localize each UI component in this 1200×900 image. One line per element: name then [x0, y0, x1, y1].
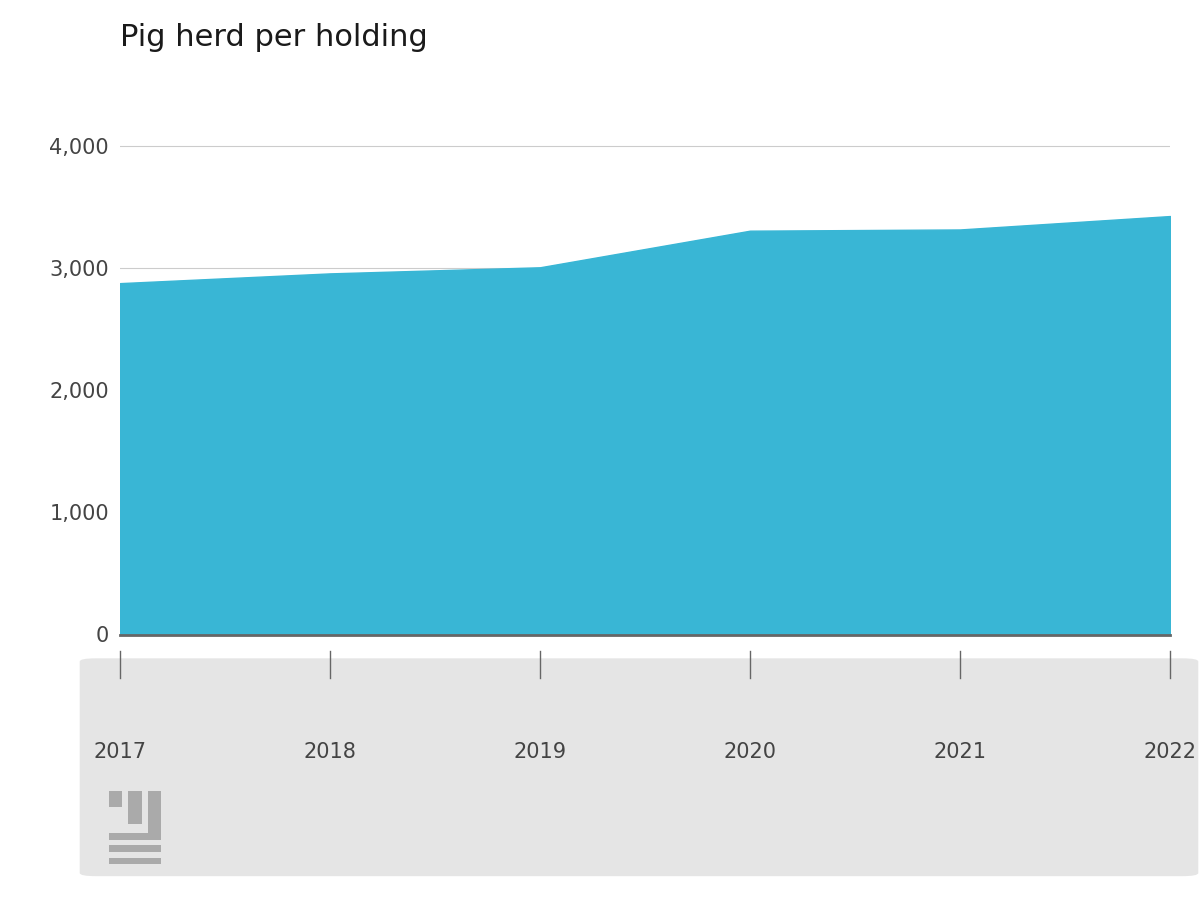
Bar [109, 858, 162, 864]
Text: 2019: 2019 [514, 742, 566, 762]
Bar [128, 791, 142, 824]
Text: 2018: 2018 [304, 742, 356, 762]
Text: 2020: 2020 [724, 742, 776, 762]
Bar [109, 791, 122, 807]
Bar [149, 791, 162, 840]
Text: Pig herd per holding: Pig herd per holding [120, 22, 427, 51]
Text: 2017: 2017 [94, 742, 146, 762]
Text: 2021: 2021 [934, 742, 986, 762]
Text: 2022: 2022 [1144, 742, 1196, 762]
Bar [109, 845, 162, 851]
FancyBboxPatch shape [79, 658, 1199, 877]
Bar [109, 833, 162, 840]
